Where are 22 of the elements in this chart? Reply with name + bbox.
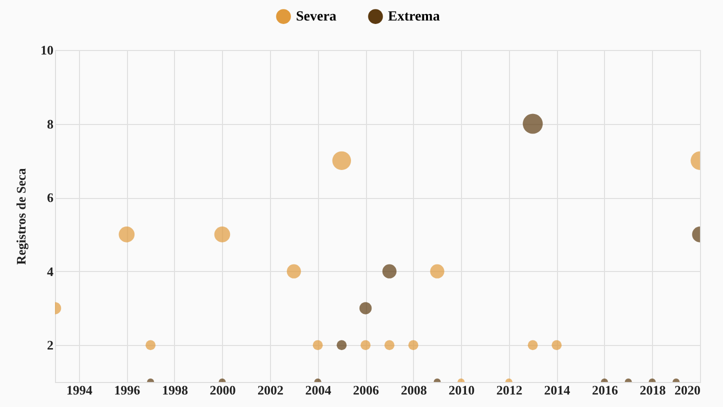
y-tick-label: 4 bbox=[47, 264, 54, 279]
x-tick-label: 2000 bbox=[210, 382, 236, 398]
x-tick-label: 2020 bbox=[674, 382, 700, 398]
x-tick-label: 1996 bbox=[114, 382, 141, 398]
x-tick-label: 2010 bbox=[448, 382, 475, 398]
y-tick-label: 10 bbox=[40, 42, 54, 58]
x-tick-label: 2016 bbox=[592, 382, 618, 398]
y-axis-title: Registros de Seca bbox=[14, 168, 28, 265]
legend-label: Severa bbox=[296, 10, 336, 25]
x-tick-label: 2014 bbox=[544, 382, 571, 398]
x-tick-label: 2008 bbox=[400, 382, 428, 398]
x-tick-label: 1998 bbox=[162, 382, 188, 398]
x-tick-label: 2002 bbox=[258, 382, 284, 398]
legend-label: Extrema bbox=[388, 10, 440, 25]
y-tick-label: 8 bbox=[47, 116, 54, 132]
x-tick-label: 1994 bbox=[66, 382, 93, 398]
y-tick-label: 6 bbox=[47, 190, 54, 206]
y-tick-label: 2 bbox=[47, 338, 54, 353]
x-tick-label: 2012 bbox=[496, 382, 522, 398]
x-tick-label: 2004 bbox=[305, 382, 332, 398]
x-tick-label: 2018 bbox=[640, 382, 666, 398]
x-tick-label: 2006 bbox=[353, 382, 380, 398]
